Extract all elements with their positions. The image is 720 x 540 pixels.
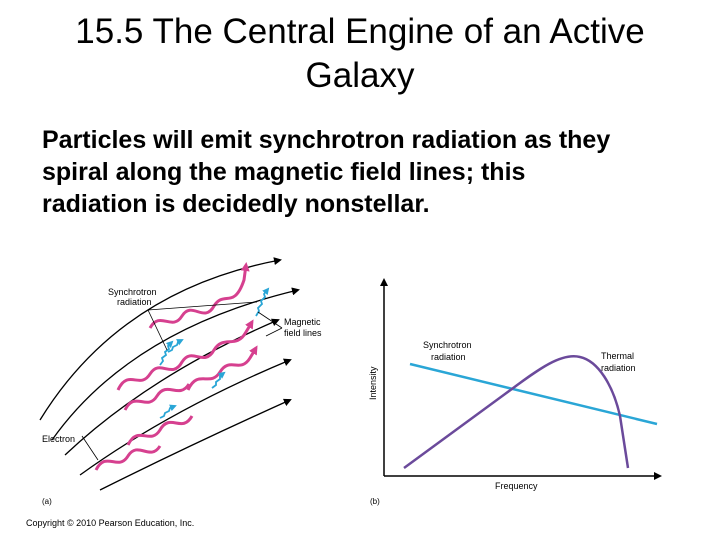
electron-path-3 [123,383,191,411]
field-line-3 [64,318,280,456]
emission-squiggle-2 [159,340,174,366]
label-electron: Electron [42,434,75,444]
x-axis-label: Frequency [495,481,538,491]
panel-label-b: (b) [370,497,380,506]
panel-label-a: (a) [42,497,52,506]
field-line-4 [79,358,292,476]
emission-squiggle-3 [167,339,184,353]
body-line-1: Particles will emit synchrotron radiatio… [42,126,611,154]
label-synchrotron-a-2: radiation [117,297,152,307]
electron-path-4 [186,345,258,391]
body-text: Particles will emit synchrotron radiatio… [42,124,692,220]
emission-squiggle-4 [211,371,226,389]
label-synchrotron-b-2: radiation [431,352,466,362]
label-synchrotron-a-1: Synchrotron [108,287,157,297]
panel-b: Synchrotron radiation Thermal radiation … [368,278,662,506]
leader-magnetic-b [265,327,283,337]
figure: Synchrotron radiation Magnetic field lin… [39,257,662,506]
leader-magnetic-a [257,311,283,329]
title-line-1: 15.5 The Central Engine of an Active [75,12,645,51]
electron-path-6 [94,445,162,471]
field-line-2 [51,287,300,441]
emission-squiggle-1 [255,287,270,317]
label-magnetic-1: Magnetic [284,317,321,327]
label-synchrotron-b-1: Synchrotron [423,340,472,350]
leader-synchrotron-b [147,301,258,311]
emission-squiggle-5 [159,404,177,419]
body-line-2: spiral along the magnetic field lines; t… [42,158,526,186]
electron-path-5 [126,415,194,446]
electron-path-2 [116,319,254,391]
label-thermal-1: Thermal [601,351,634,361]
title-line-2: Galaxy [305,56,415,95]
field-line-1 [39,257,282,421]
leader-electron [81,435,99,461]
slide-title: 15.5 The Central Engine of an Active Gal… [30,10,690,98]
y-axis-label: Intensity [368,366,378,400]
copyright-notice: Copyright © 2010 Pearson Education, Inc. [26,518,195,528]
electron-path-1 [148,262,250,329]
thermal-curve [403,354,630,470]
panel-a: Synchrotron radiation Magnetic field lin… [39,257,322,506]
field-line-5 [99,398,292,491]
label-thermal-2: radiation [601,363,636,373]
synchrotron-curve [409,362,658,426]
leader-synchrotron-a [147,309,168,351]
label-magnetic-2: field lines [284,328,322,338]
body-line-3: radiation is decidedly nonstellar. [42,190,430,218]
